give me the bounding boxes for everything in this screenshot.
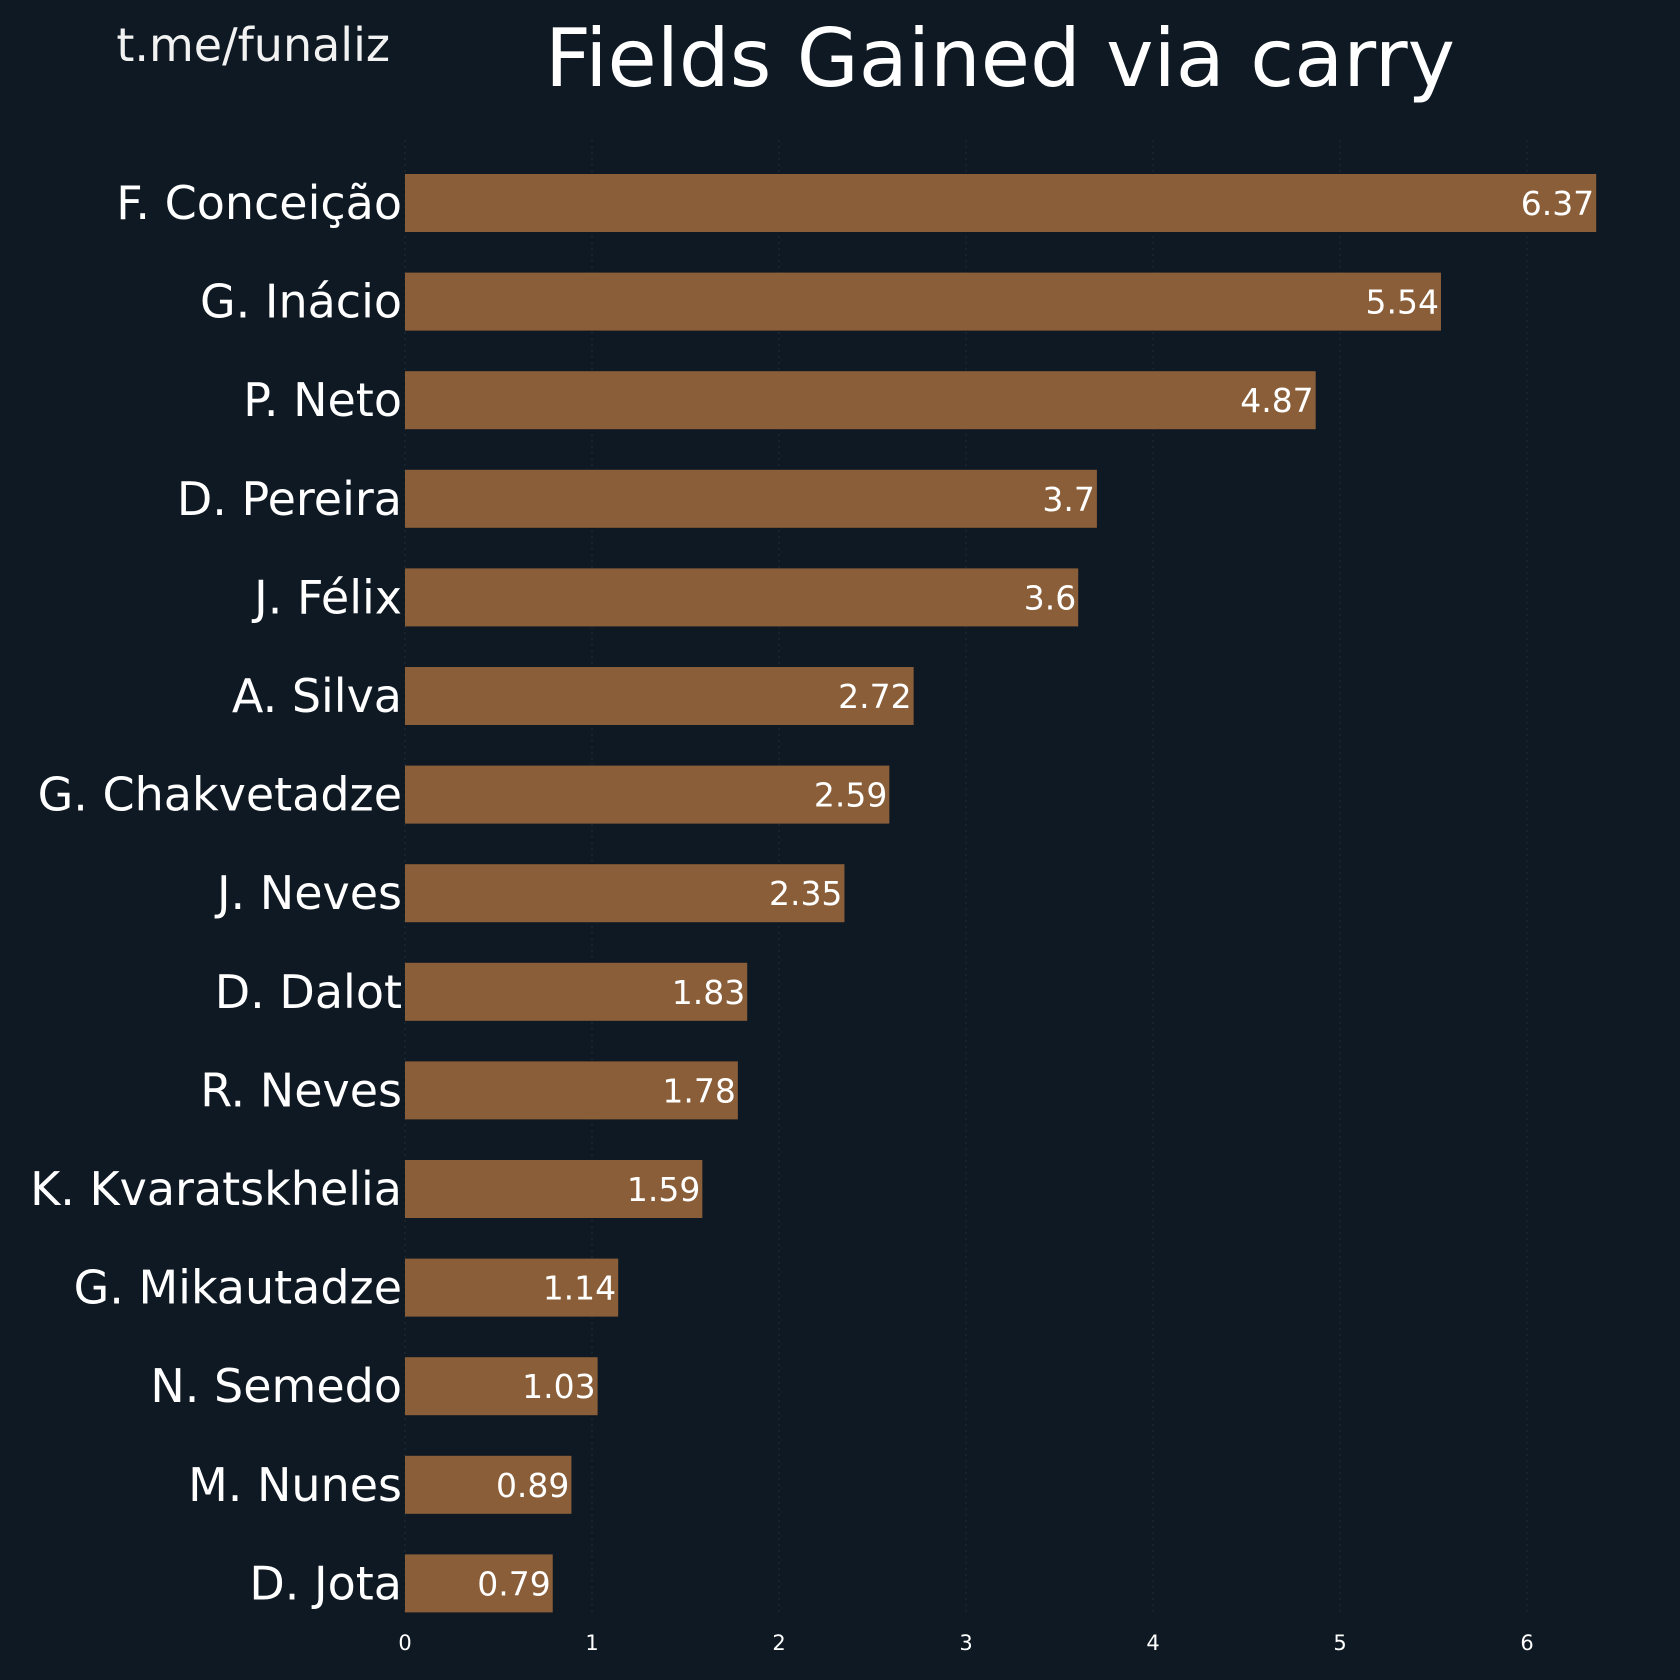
value-label: 2.59	[814, 776, 887, 815]
category-label: A. Silva	[232, 669, 402, 723]
value-label: 1.14	[543, 1269, 616, 1308]
chart-title: Fields Gained via carry	[545, 12, 1455, 105]
x-tick-label: 4	[1146, 1631, 1159, 1655]
value-label: 4.87	[1240, 381, 1313, 420]
category-label: D. Dalot	[215, 965, 402, 1019]
bar	[405, 765, 890, 824]
bar	[405, 1160, 703, 1218]
bar	[405, 1455, 572, 1514]
category-label: D. Jota	[249, 1556, 402, 1610]
category-label: K. Kvaratskhelia	[30, 1162, 402, 1216]
value-label: 1.78	[662, 1071, 735, 1110]
x-tick-label: 2	[772, 1631, 785, 1655]
x-tick-label: 1	[585, 1631, 598, 1655]
category-label: M. Nunes	[188, 1458, 402, 1512]
x-tick-label: 6	[1520, 1631, 1533, 1655]
category-label: G. Mikautadze	[74, 1261, 402, 1315]
value-label: 6.37	[1521, 184, 1594, 223]
category-label: P. Neto	[243, 373, 402, 427]
x-tick-label: 5	[1333, 1631, 1346, 1655]
bar	[405, 568, 1079, 627]
value-label: 2.35	[769, 874, 842, 913]
x-tick-label: 3	[959, 1631, 972, 1655]
value-label: 1.83	[672, 973, 745, 1012]
category-label: N. Semedo	[150, 1359, 402, 1413]
value-label: 2.72	[838, 677, 911, 716]
bar	[405, 667, 914, 725]
category-label: G. Chakvetadze	[38, 768, 402, 822]
bar	[405, 1357, 598, 1416]
bars	[405, 174, 1597, 1613]
bar	[405, 469, 1097, 528]
x-tick-label: 0	[398, 1631, 411, 1655]
value-label: 1.59	[627, 1170, 700, 1209]
watermark: t.me/funaliz	[116, 18, 390, 72]
category-label: R. Neves	[200, 1063, 402, 1117]
bar	[405, 864, 845, 923]
value-label: 0.79	[477, 1564, 550, 1603]
category-label: J. Neves	[214, 866, 402, 920]
category-label: F. Conceição	[116, 176, 402, 230]
bar	[405, 272, 1441, 331]
value-label: 3.7	[1042, 480, 1094, 519]
bar	[405, 1554, 553, 1613]
value-label: 0.89	[496, 1466, 569, 1505]
category-label: D. Pereira	[177, 472, 402, 526]
category-label: G. Inácio	[200, 275, 402, 329]
category-labels: F. Conceição G. Inácio P. Neto D. Pereira J.…	[30, 176, 402, 1610]
bar	[405, 371, 1316, 430]
value-label: 3.6	[1024, 578, 1076, 617]
value-label: 5.54	[1365, 283, 1438, 322]
bar	[405, 1061, 738, 1120]
bar	[405, 962, 748, 1021]
bar	[405, 174, 1597, 232]
value-label: 1.03	[522, 1367, 595, 1406]
category-label: J. Félix	[251, 570, 402, 624]
value-labels: 6.37 5.54 4.87 3.7 3.6 2.72 2.59 2.35 1.83 1.78 1.…	[477, 184, 1594, 1603]
x-axis-ticks: 0 1 2 3 4 5 6	[398, 1631, 1533, 1655]
bar	[405, 1258, 619, 1317]
